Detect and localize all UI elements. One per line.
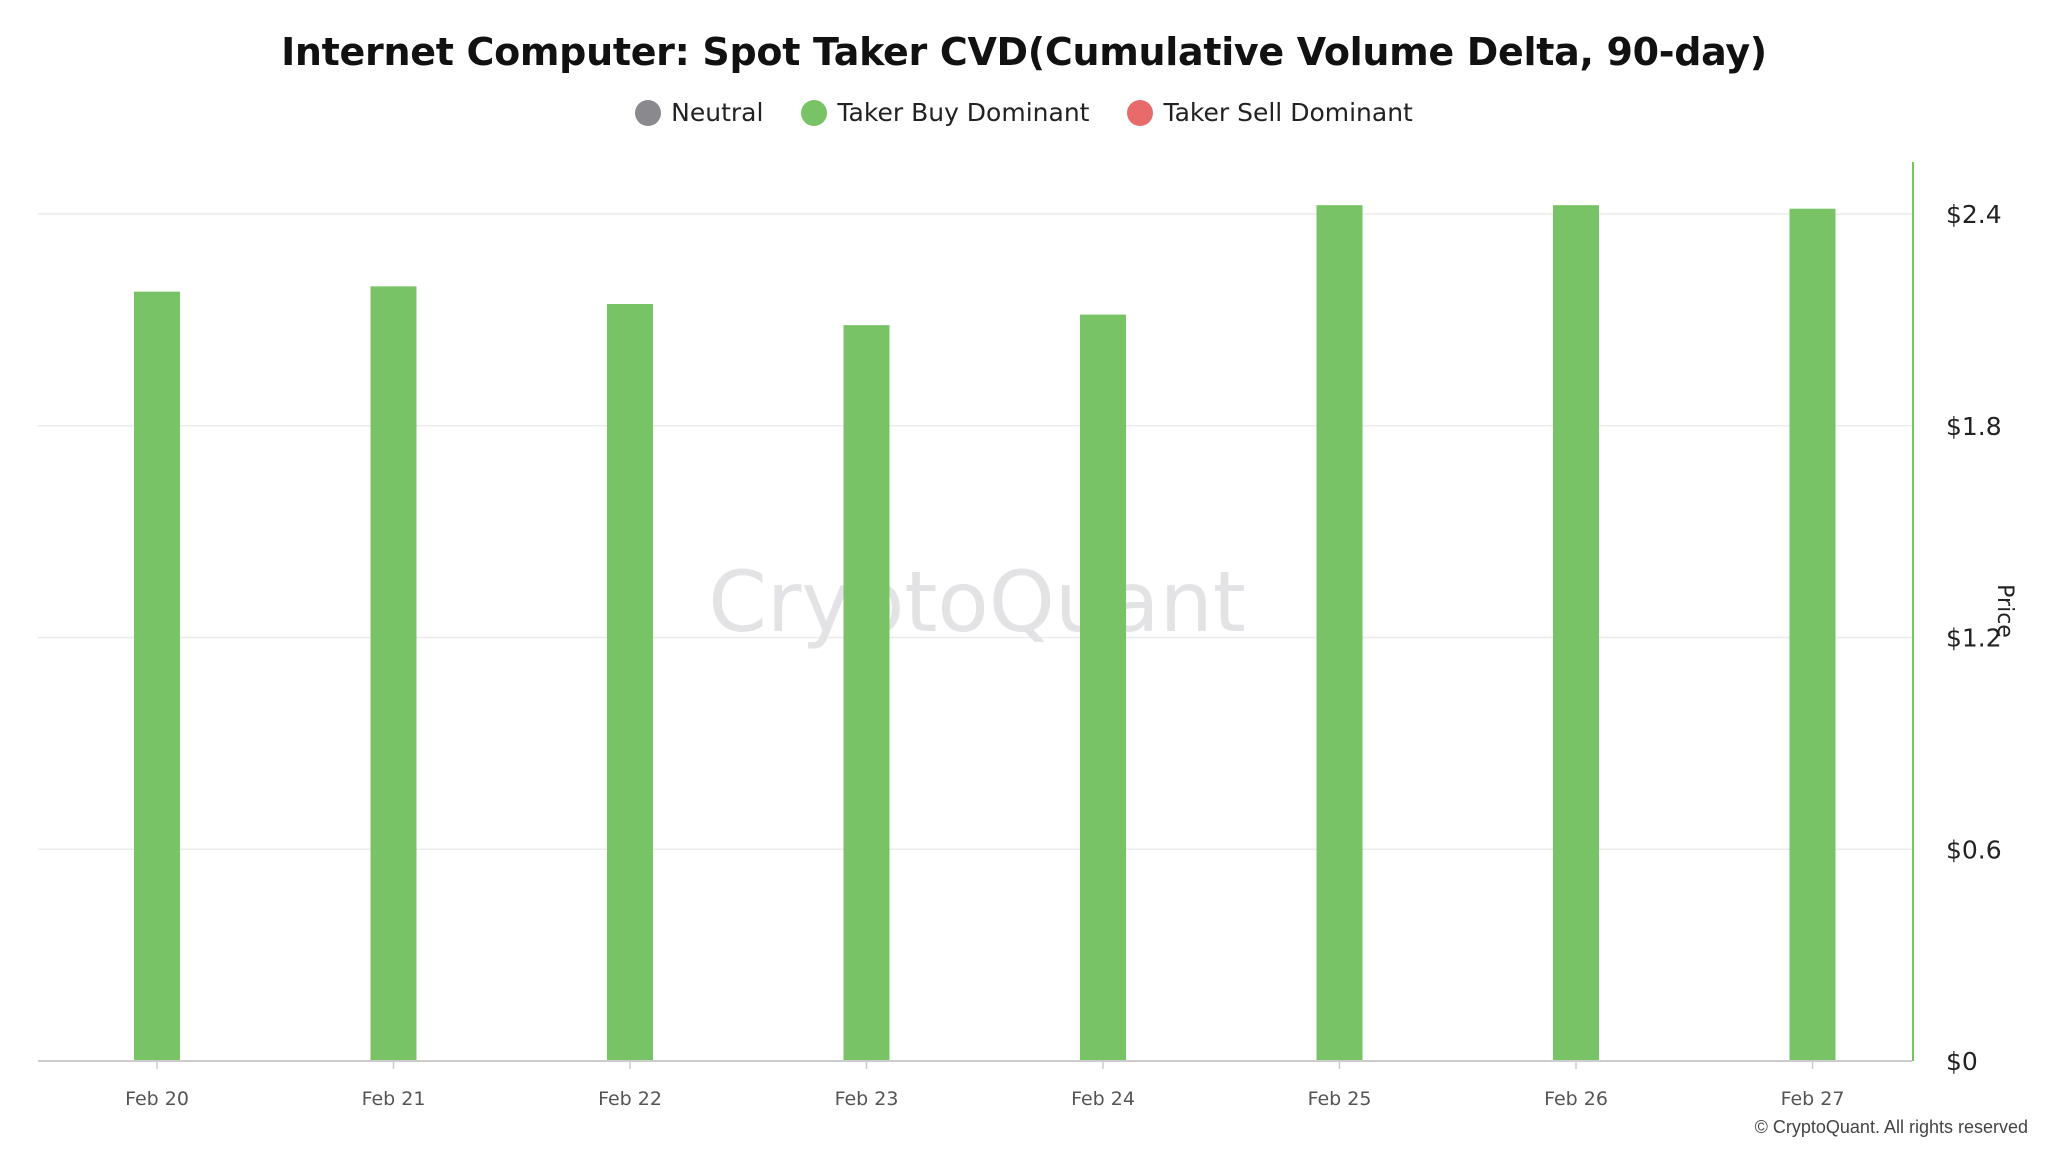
bar-feb-24[interactable]	[1080, 315, 1126, 1061]
y-axis-ticks: $0$0.6$1.2$1.8$2.4	[1946, 200, 2002, 1076]
bar-feb-27[interactable]	[1790, 209, 1836, 1061]
bar-feb-26[interactable]	[1553, 205, 1599, 1061]
bar-feb-22[interactable]	[607, 304, 653, 1061]
x-tick-label: Feb 21	[362, 1088, 426, 1110]
watermark-text: CryptoQuant	[708, 553, 1246, 651]
x-tick-label: Feb 26	[1544, 1088, 1608, 1110]
x-tick-label: Feb 20	[125, 1088, 189, 1110]
x-axis-ticks: Feb 20 Feb 21 Feb 22 Feb 23 Feb 24 Feb 25 Feb …	[125, 1061, 1844, 1110]
chart-plot: CryptoQuant Feb 20 Feb 21 Feb 22 Feb 23 Feb …	[0, 0, 2048, 1152]
y-tick-label: $0.6	[1946, 835, 2002, 864]
y-tick-label: $2.4	[1946, 200, 2002, 229]
bar-feb-25[interactable]	[1317, 205, 1363, 1061]
grid-lines	[38, 214, 1912, 849]
bar-feb-21[interactable]	[371, 286, 417, 1061]
bar-feb-23[interactable]	[844, 325, 890, 1061]
y-tick-label: $0	[1946, 1047, 1978, 1076]
x-tick-label: Feb 25	[1308, 1088, 1372, 1110]
bar-feb-20[interactable]	[134, 292, 180, 1061]
y-axis-title: Price	[1992, 584, 2017, 638]
x-tick-label: Feb 22	[598, 1088, 662, 1110]
y-tick-label: $1.8	[1946, 412, 2002, 441]
x-tick-label: Feb 23	[835, 1088, 899, 1110]
copyright-notice: © CryptoQuant. All rights reserved	[1755, 1117, 2028, 1138]
x-tick-label: Feb 24	[1071, 1088, 1135, 1110]
x-tick-label: Feb 27	[1781, 1088, 1845, 1110]
